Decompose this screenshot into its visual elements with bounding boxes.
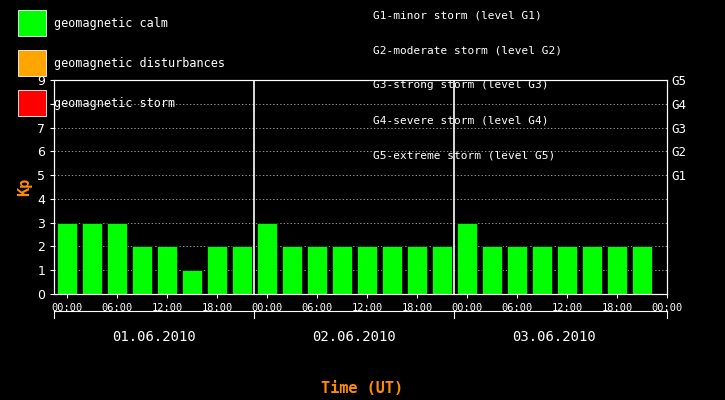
Text: geomagnetic disturbances: geomagnetic disturbances — [54, 56, 225, 70]
Text: G4-severe storm (level G4): G4-severe storm (level G4) — [373, 116, 549, 126]
Bar — [132, 246, 152, 294]
Bar — [57, 223, 77, 294]
Bar — [257, 223, 277, 294]
Bar — [381, 246, 402, 294]
Bar — [307, 246, 327, 294]
Bar — [182, 270, 202, 294]
Bar — [357, 246, 377, 294]
Bar — [82, 223, 102, 294]
Text: Time (UT): Time (UT) — [321, 381, 404, 396]
Bar — [581, 246, 602, 294]
Text: G2-moderate storm (level G2): G2-moderate storm (level G2) — [373, 45, 563, 55]
Bar — [481, 246, 502, 294]
Text: 03.06.2010: 03.06.2010 — [513, 330, 597, 344]
Text: geomagnetic calm: geomagnetic calm — [54, 16, 168, 30]
Bar — [331, 246, 352, 294]
Bar — [531, 246, 552, 294]
Bar — [431, 246, 452, 294]
Bar — [507, 246, 527, 294]
Text: G1-minor storm (level G1): G1-minor storm (level G1) — [373, 10, 542, 20]
Bar — [207, 246, 227, 294]
Text: G3-strong storm (level G3): G3-strong storm (level G3) — [373, 80, 549, 90]
Bar — [607, 246, 627, 294]
Bar — [631, 246, 652, 294]
Bar — [557, 246, 577, 294]
Bar — [282, 246, 302, 294]
Text: geomagnetic storm: geomagnetic storm — [54, 96, 175, 110]
Text: 01.06.2010: 01.06.2010 — [112, 330, 196, 344]
Bar — [232, 246, 252, 294]
Bar — [457, 223, 477, 294]
Bar — [157, 246, 177, 294]
Y-axis label: Kp: Kp — [17, 178, 32, 196]
Bar — [407, 246, 427, 294]
Bar — [107, 223, 127, 294]
Text: G5-extreme storm (level G5): G5-extreme storm (level G5) — [373, 151, 555, 161]
Text: 02.06.2010: 02.06.2010 — [312, 330, 397, 344]
